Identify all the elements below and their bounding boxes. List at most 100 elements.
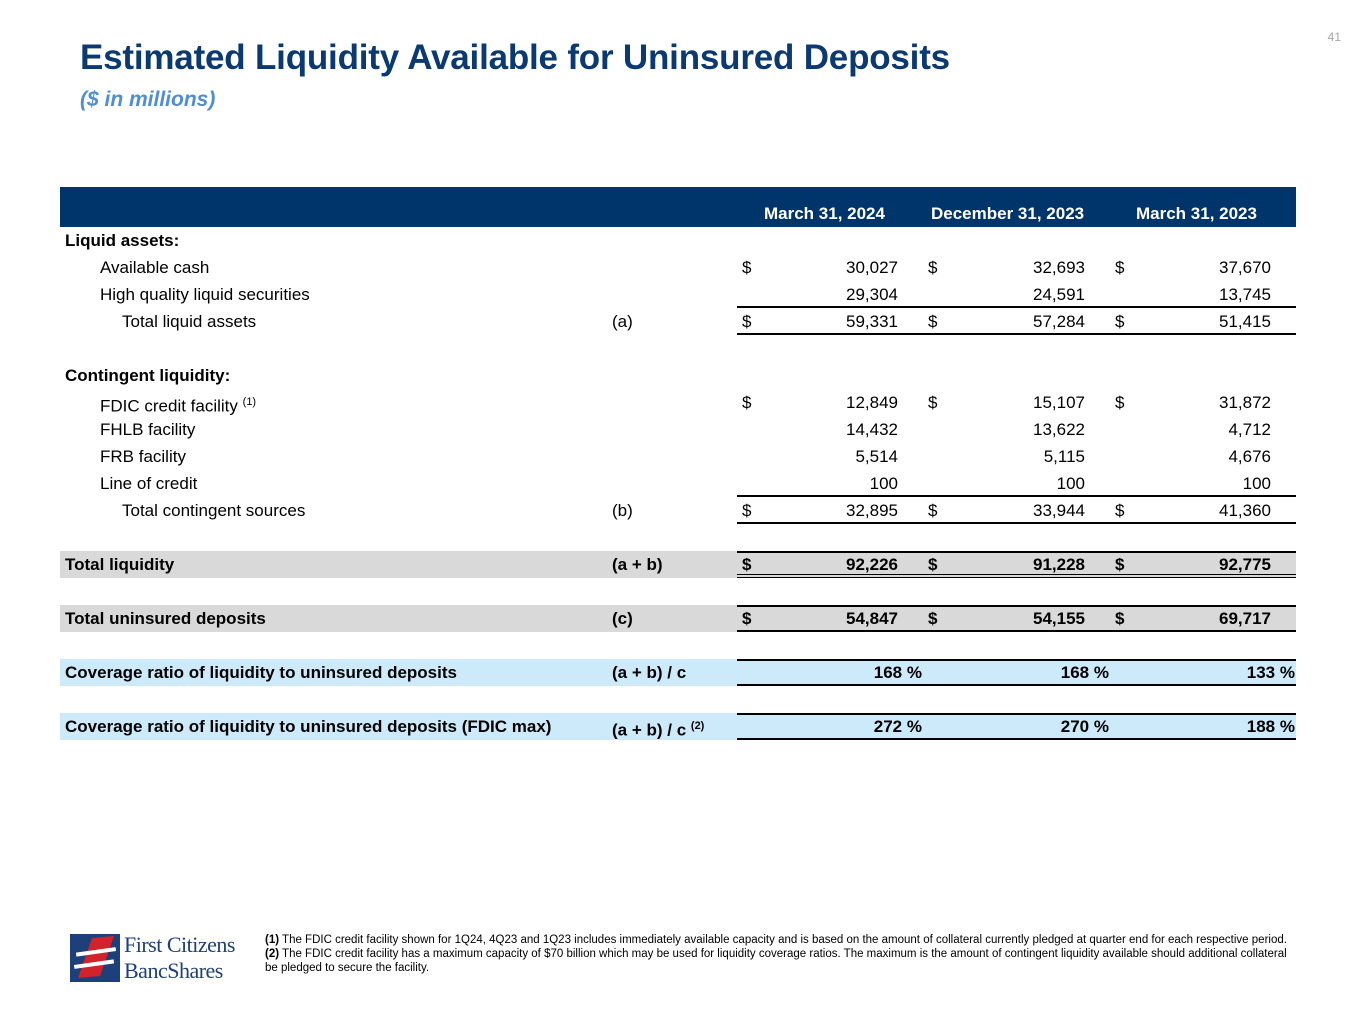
footnote-marker: (1)	[265, 934, 280, 946]
row-label: Total uninsured deposits	[65, 605, 266, 632]
row-label: FRB facility	[100, 443, 186, 470]
value: 37,670	[1219, 258, 1271, 277]
column-header-mar-2023: March 31, 2023	[1136, 204, 1257, 223]
footnote-text: The FDIC credit facility has a maximum c…	[265, 948, 1287, 974]
table-header: March 31, 2024 December 31, 2023 March 3…	[60, 187, 1296, 227]
spacer-row	[60, 578, 1296, 605]
value-cell: 14,432	[737, 416, 923, 443]
dollar-sign: $	[742, 258, 752, 277]
value-cell: 5,514	[737, 443, 923, 470]
footnotes: (1) The FDIC credit facility shown for 1…	[265, 933, 1295, 975]
dollar-sign: $	[928, 609, 938, 628]
percent-sign: %	[906, 663, 922, 682]
dollar-sign: $	[1115, 258, 1125, 277]
dollar-sign: $	[928, 393, 938, 412]
row-label-text: Available cash	[100, 258, 210, 277]
value: 41,360	[1219, 501, 1271, 520]
percent-sign: %	[1279, 717, 1295, 736]
value-cell: $92,775	[1110, 551, 1296, 578]
value-cell: $32,693	[923, 254, 1110, 281]
dollar-sign: $	[742, 501, 752, 520]
row-label-text: Liquid assets:	[65, 231, 180, 250]
percent-sign: %	[906, 717, 922, 736]
row-reference: (a + b) / c (2)	[612, 713, 704, 740]
row-reference: (a + b) / c	[612, 659, 686, 686]
value: 15,107	[1033, 393, 1085, 412]
value-cell: $51,415	[1110, 308, 1296, 335]
row-reference: (b)	[612, 497, 633, 524]
value-cell: 133 %	[1110, 659, 1296, 686]
value-cell: 168 %	[737, 659, 923, 686]
value: 168	[873, 663, 903, 682]
percent-sign: %	[1093, 717, 1109, 736]
value: 5,514	[855, 447, 898, 466]
value-cell: 5,115	[923, 443, 1110, 470]
row-label: Coverage ratio of liquidity to uninsured…	[65, 659, 457, 686]
row-reference: (a)	[612, 308, 633, 335]
value-cell: $54,847	[737, 605, 923, 632]
spacer-row	[60, 335, 1296, 362]
row-reference-text: (b)	[612, 501, 633, 520]
page-number: 41	[1327, 30, 1341, 44]
row-reference: (c)	[612, 605, 633, 632]
value: 91,228	[1033, 555, 1085, 574]
dollar-sign: $	[928, 555, 938, 574]
row-reference-text: (c)	[612, 609, 633, 628]
value: 4,712	[1228, 420, 1271, 439]
value-cell: $91,228	[923, 551, 1110, 578]
value: 92,226	[846, 555, 898, 574]
table-row: Line of credit 100 100 100	[60, 470, 1296, 497]
logo-flag-icon	[70, 934, 120, 982]
liquidity-table: March 31, 2024 December 31, 2023 March 3…	[60, 187, 1296, 740]
value-cell: $33,944	[923, 497, 1110, 524]
percent-value: 133 %	[1247, 659, 1295, 686]
dollar-sign: $	[742, 312, 752, 331]
row-label-text: Coverage ratio of liquidity to uninsured…	[65, 717, 552, 736]
percent-value: 270 %	[1061, 713, 1109, 740]
percent-value: 168 %	[1061, 659, 1109, 686]
dollar-sign: $	[742, 609, 752, 628]
percent-sign: %	[1279, 663, 1295, 682]
column-header-mar-2024: March 31, 2024	[764, 204, 885, 223]
value: 32,693	[1033, 258, 1085, 277]
value-cell: $12,849	[737, 389, 923, 416]
row-label-text: FDIC credit facility	[100, 396, 238, 416]
first-citizens-logo: First Citizens BancShares	[70, 932, 250, 987]
percent-value: 168 %	[874, 659, 922, 686]
row-reference-text: (a + b) / c	[612, 663, 687, 682]
row-label-text: Contingent liquidity:	[65, 366, 231, 385]
table-body: Liquid assets: Available cash $30,027 $32,6…	[60, 227, 1296, 740]
footnote-text: The FDIC credit facility shown for 1Q24,…	[279, 934, 1287, 946]
row-reference-text: (a + b)	[612, 555, 663, 574]
value: 51,415	[1219, 312, 1271, 331]
value: 100	[1056, 474, 1085, 493]
value-cell: $92,226	[737, 551, 923, 578]
dollar-sign: $	[742, 555, 752, 574]
value: 24,591	[1033, 285, 1085, 304]
value-cell: $57,284	[923, 308, 1110, 335]
value-cell: $69,717	[1110, 605, 1296, 632]
value: 59,331	[846, 312, 898, 331]
value: 272	[873, 717, 903, 736]
page-title: Estimated Liquidity Available for Uninsu…	[80, 38, 950, 77]
table-row: Available cash $30,027 $32,693 $37,670	[60, 254, 1296, 281]
value: 69,717	[1219, 609, 1271, 628]
row-label: Line of credit	[100, 470, 197, 497]
row-label: FHLB facility	[100, 416, 195, 443]
percent-value: 272 %	[874, 713, 922, 740]
table-row: Coverage ratio of liquidity to uninsured…	[60, 713, 1296, 740]
value-cell: $31,872	[1110, 389, 1296, 416]
value: 188	[1246, 717, 1276, 736]
logo-line-2: BancShares	[124, 958, 223, 983]
value-cell: $37,670	[1110, 254, 1296, 281]
value: 57,284	[1033, 312, 1085, 331]
row-label: Total contingent sources	[122, 497, 305, 524]
row-reference: (a + b)	[612, 551, 663, 578]
value: 30,027	[846, 258, 898, 277]
footnote-1: (1) The FDIC credit facility shown for 1…	[265, 933, 1295, 947]
value: 54,847	[846, 609, 898, 628]
dollar-sign: $	[1115, 312, 1125, 331]
table-row: Contingent liquidity:	[60, 362, 1296, 389]
value-cell: 24,591	[923, 281, 1110, 308]
dollar-sign: $	[1115, 555, 1125, 574]
